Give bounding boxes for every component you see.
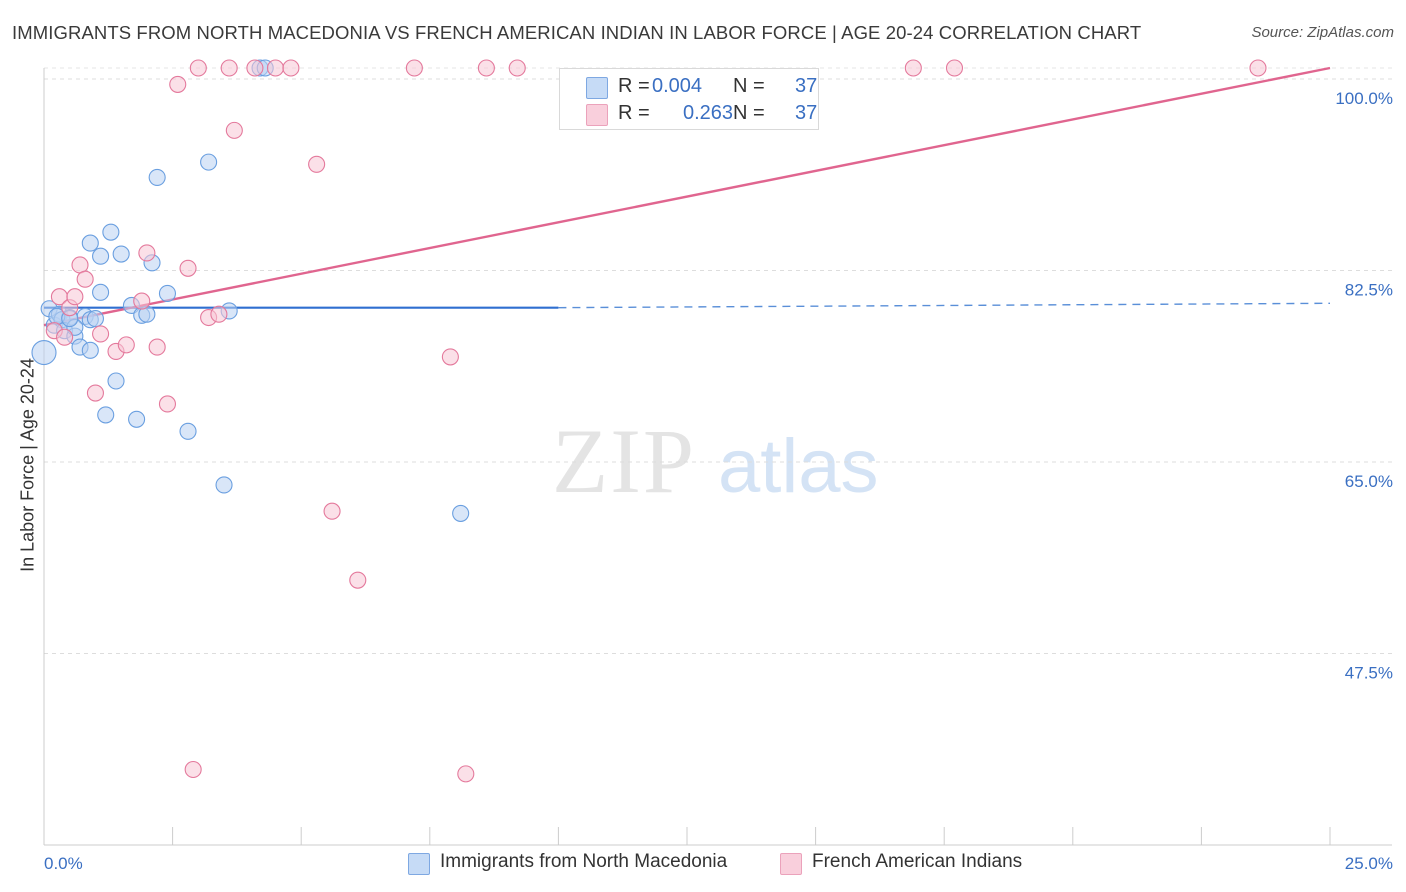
y-tick-label: 100.0%: [1335, 89, 1393, 108]
point-french-american-indian: [189, 59, 207, 77]
point-french-american-indian: [282, 59, 300, 77]
point-french-american-indian: [71, 256, 89, 274]
tick-labels: 47.5% 65.0% 82.5% 100.0% 0.0% 25.0%: [44, 89, 1393, 873]
n-value: 37: [795, 75, 818, 97]
point-north-macedonia: [158, 284, 177, 302]
point-french-american-indian: [169, 75, 187, 93]
point-french-american-indian: [220, 59, 238, 77]
legend-swatch-blue: [586, 77, 608, 99]
point-north-macedonia: [92, 247, 110, 265]
point-french-american-indian: [66, 288, 84, 306]
axes: [43, 68, 1392, 846]
trend-north-macedonia-dashed: [558, 302, 1331, 309]
point-north-macedonia: [112, 245, 130, 263]
point-french-american-indian: [179, 259, 197, 277]
legend-label: French American Indians: [812, 851, 1023, 872]
point-north-macedonia: [107, 372, 125, 390]
point-french-american-indian: [508, 59, 526, 77]
series-legend: Immigrants from North Macedonia French A…: [0, 851, 1406, 877]
source-credit: Source: ZipAtlas.com: [1251, 24, 1394, 41]
point-north-macedonia: [215, 476, 233, 494]
chart-title: IMMIGRANTS FROM NORTH MACEDONIA VS FRENC…: [12, 22, 1142, 43]
point-north-macedonia: [452, 504, 470, 522]
point-french-american-indian: [138, 244, 156, 262]
point-north-macedonia: [179, 422, 197, 440]
x-tick-label: 25.0%: [1345, 854, 1393, 873]
r-label: R =: [618, 102, 650, 124]
point-north-macedonia: [81, 234, 99, 252]
point-north-macedonia: [31, 339, 57, 366]
point-north-macedonia: [128, 410, 146, 428]
n-label: N =: [733, 102, 765, 124]
point-french-american-indian: [56, 328, 74, 346]
point-french-american-indian: [133, 292, 151, 310]
point-french-american-indian: [266, 59, 285, 77]
point-north-macedonia: [92, 283, 110, 301]
stats-legend: R = 0.004 N = 37 R = 0.263 N = 37: [559, 68, 819, 130]
point-french-american-indian: [184, 760, 202, 779]
point-french-american-indian: [210, 305, 228, 323]
point-french-american-indian: [92, 325, 110, 343]
point-north-macedonia: [148, 168, 166, 186]
point-french-american-indian: [1249, 59, 1267, 77]
point-french-american-indian: [76, 270, 94, 288]
point-north-macedonia: [97, 406, 115, 424]
x-tick-label: 0.0%: [44, 854, 83, 873]
legend-swatch-pink: [780, 853, 802, 875]
r-label: R =: [618, 75, 650, 97]
point-french-american-indian: [148, 338, 166, 356]
point-french-american-indian: [477, 59, 495, 77]
point-french-american-indian: [441, 348, 459, 366]
legend-swatch-pink: [586, 104, 608, 126]
point-north-macedonia: [86, 310, 104, 328]
n-value: 37: [795, 102, 818, 124]
y-tick-label: 47.5%: [1345, 663, 1393, 682]
point-french-american-indian: [308, 155, 326, 173]
point-french-american-indian: [349, 571, 367, 589]
point-north-macedonia: [102, 223, 120, 241]
point-french-american-indian: [246, 59, 264, 77]
point-french-american-indian: [945, 59, 964, 77]
point-french-american-indian: [457, 765, 475, 783]
r-value: 0.004: [652, 75, 703, 97]
point-french-american-indian: [117, 336, 135, 354]
point-french-american-indian: [158, 395, 177, 413]
point-french-american-indian: [323, 502, 341, 520]
point-french-american-indian: [225, 121, 243, 139]
y-tick-label: 82.5%: [1345, 280, 1393, 299]
y-axis-title: In Labor Force | Age 20-24: [17, 358, 38, 572]
legend-label: Immigrants from North Macedonia: [440, 851, 728, 872]
watermark: ZIP atlas: [552, 410, 879, 512]
watermark-zip: ZIP: [552, 410, 696, 512]
point-north-macedonia: [81, 341, 99, 359]
r-value: 0.263: [683, 102, 734, 124]
watermark-atlas: atlas: [718, 424, 879, 509]
point-french-american-indian: [405, 59, 423, 77]
y-tick-label: 65.0%: [1345, 472, 1393, 491]
legend-swatch-blue: [408, 853, 430, 875]
point-north-macedonia: [200, 153, 218, 171]
data-points: [31, 59, 1267, 783]
point-french-american-indian: [86, 384, 104, 402]
gridlines: [44, 67, 1392, 654]
trend-french-american-indian: [43, 66, 1331, 327]
point-french-american-indian: [904, 59, 922, 77]
n-label: N =: [733, 75, 765, 97]
